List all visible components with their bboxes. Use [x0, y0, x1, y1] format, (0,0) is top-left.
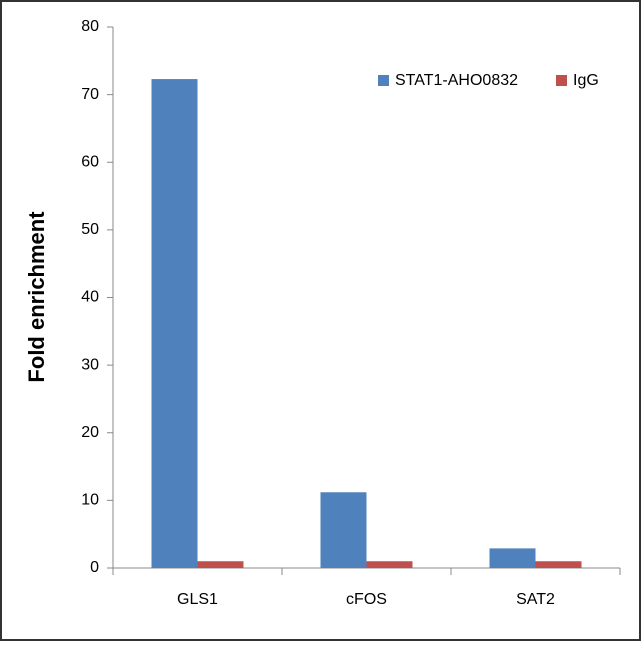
y-tick-label: 80 [81, 18, 99, 35]
y-axis-label: Fold enrichment [24, 211, 49, 383]
legend-label: STAT1-AHO0832 [395, 72, 518, 89]
legend-swatch [556, 75, 567, 86]
legend-label: IgG [573, 72, 599, 89]
y-tick-label: 0 [90, 559, 99, 576]
bar [366, 561, 413, 568]
legend-swatch [378, 75, 389, 86]
bar [489, 548, 536, 568]
x-tick-label: SAT2 [516, 591, 555, 608]
y-tick-label: 40 [81, 289, 99, 306]
bar [535, 561, 582, 568]
y-tick-label: 50 [81, 221, 99, 238]
y-tick-label: 30 [81, 356, 99, 373]
x-tick-label: GLS1 [177, 591, 218, 608]
bar [320, 492, 367, 568]
y-tick-label: 70 [81, 86, 99, 103]
y-tick-label: 60 [81, 153, 99, 170]
x-tick-label: cFOS [346, 591, 387, 608]
bar [197, 561, 244, 568]
y-tick-label: 20 [81, 424, 99, 441]
bar [151, 79, 198, 568]
y-tick-label: 10 [81, 492, 99, 509]
